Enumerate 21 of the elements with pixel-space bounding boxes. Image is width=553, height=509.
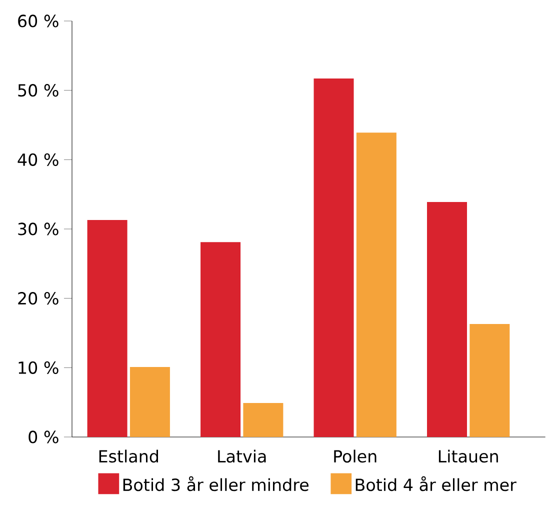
legend-label: Botid 3 år eller mindre — [123, 476, 308, 492]
y-tick-label: 30 % — [18, 222, 58, 236]
bar — [243, 403, 284, 437]
bar — [470, 324, 510, 437]
y-tick-label: 0 % — [28, 430, 58, 444]
y-tick-label: 20 % — [18, 292, 58, 305]
y-tick-label: 60 % — [18, 14, 58, 28]
y-tick-label: 40 % — [18, 153, 58, 166]
bar — [87, 220, 128, 437]
x-tick-label: Estland — [99, 450, 158, 463]
x-tick-label: Litauen — [438, 450, 498, 463]
x-tick-label: Latvia — [218, 450, 266, 463]
legend-label: Botid 4 år eller mer — [356, 476, 516, 492]
y-tick-label: 10 % — [18, 361, 58, 374]
y-tick-label: 50 % — [18, 84, 58, 97]
bar — [356, 132, 396, 437]
bar — [427, 202, 467, 437]
bar — [200, 242, 241, 437]
bar — [314, 78, 354, 437]
bar — [130, 366, 170, 437]
x-tick-label: Polen — [334, 450, 376, 463]
